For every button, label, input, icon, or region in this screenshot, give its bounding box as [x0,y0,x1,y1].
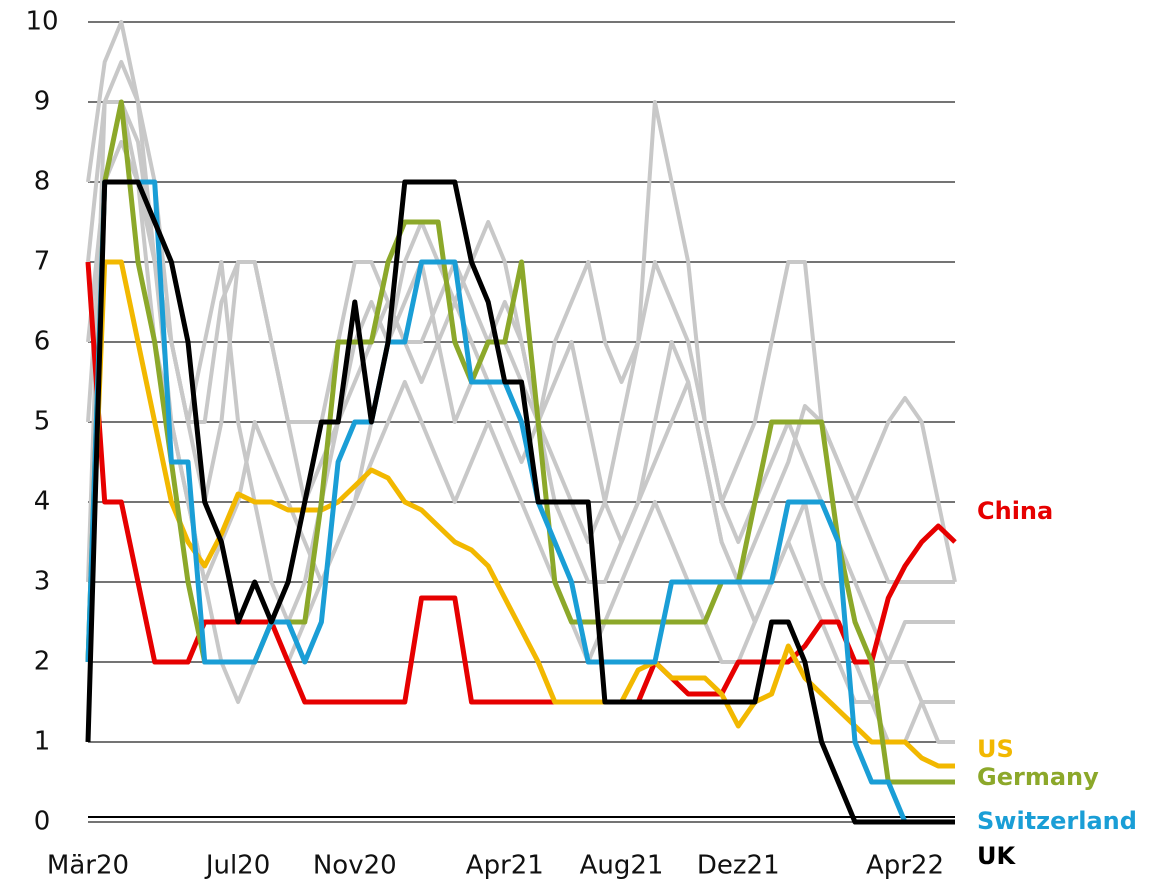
y-tick-label: 1 [34,727,51,757]
series-label: UK [977,842,1016,870]
y-tick-label: 8 [34,167,51,197]
y-tick-label: 10 [25,7,58,37]
y-tick-label: 4 [34,487,51,517]
background-line [86,140,955,704]
series-line [85,179,955,825]
y-tick-label: 3 [34,567,51,597]
x-tick-label: Mär20 [47,851,129,881]
x-tick-label: Apr21 [466,851,544,881]
x-tick-label: Apr22 [866,851,944,881]
y-tick-label: 6 [34,327,51,357]
y-tick-label: 0 [34,807,51,837]
series-label: Germany [977,763,1099,791]
x-tick-label: Nov20 [313,851,397,881]
x-tick-label: Aug21 [580,851,664,881]
x-tick-label: Dez21 [697,851,780,881]
series-label: US [977,735,1014,763]
series-line [85,179,955,825]
series-label: Switzerland [977,807,1137,835]
y-tick-label: 7 [34,247,51,277]
background-line [86,100,955,584]
series-line [85,261,957,705]
background-line [86,60,955,744]
y-tick-label: 9 [34,87,51,117]
series-label: China [977,497,1053,525]
y-tick-label: 2 [34,647,51,677]
x-tick-label: Jul20 [204,851,270,881]
y-tick-label: 5 [34,407,51,437]
